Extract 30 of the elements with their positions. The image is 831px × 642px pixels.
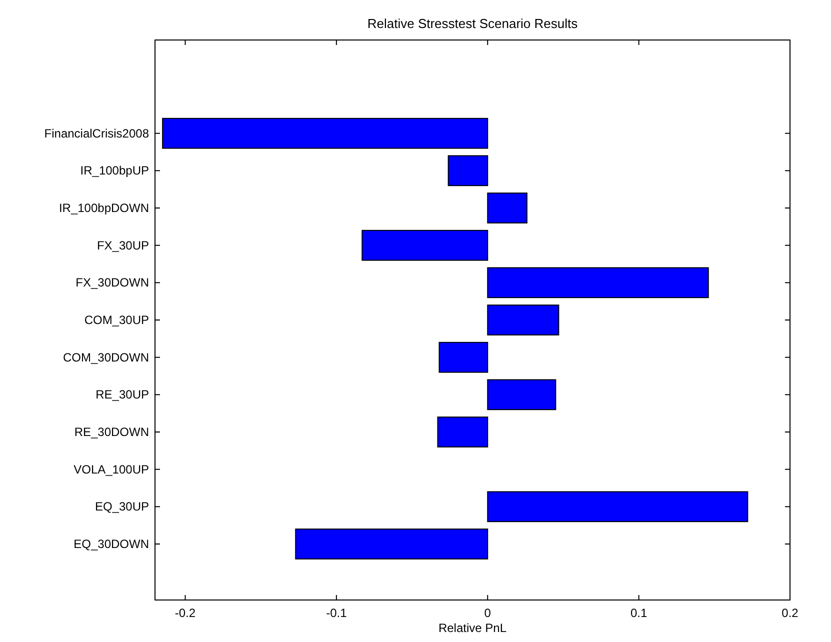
- x-tick-label: 0: [484, 606, 492, 620]
- y-tick-label: IR_100bpUP: [80, 164, 149, 178]
- y-tick-label: FX_30UP: [96, 238, 149, 252]
- y-tick-label: EQ_30DOWN: [74, 537, 149, 551]
- bar: [487, 491, 748, 522]
- y-tick-label: EQ_30UP: [94, 500, 149, 514]
- bar: [487, 267, 709, 298]
- chart-title: Relative Stresstest Scenario Results: [367, 16, 578, 31]
- bar: [162, 118, 488, 149]
- bar: [487, 192, 528, 224]
- y-tick-label: IR_100bpDOWN: [58, 201, 149, 215]
- bar: [438, 342, 488, 373]
- bar: [437, 416, 488, 448]
- x-axis-title: Relative PnL: [438, 621, 507, 635]
- y-tick-label: RE_30UP: [96, 388, 149, 402]
- y-tick-label: VOLA_100UP: [74, 462, 149, 476]
- bar: [448, 155, 488, 186]
- x-tick-label: 0.2: [782, 606, 799, 620]
- y-tick-label: COM_30DOWN: [62, 350, 149, 364]
- y-tick-label: FinancialCrisis2008: [44, 126, 150, 140]
- x-tick-label: 0.1: [630, 606, 648, 620]
- y-tick-label: COM_30UP: [84, 313, 149, 327]
- bar: [487, 304, 560, 336]
- y-tick-label: RE_30DOWN: [74, 425, 149, 439]
- bar: [487, 379, 556, 410]
- x-tick-label: -0.1: [326, 606, 348, 620]
- x-tick-label: -0.2: [174, 606, 196, 620]
- bar: [295, 528, 488, 560]
- y-tick-label: FX_30DOWN: [76, 276, 149, 290]
- bar: [362, 230, 488, 261]
